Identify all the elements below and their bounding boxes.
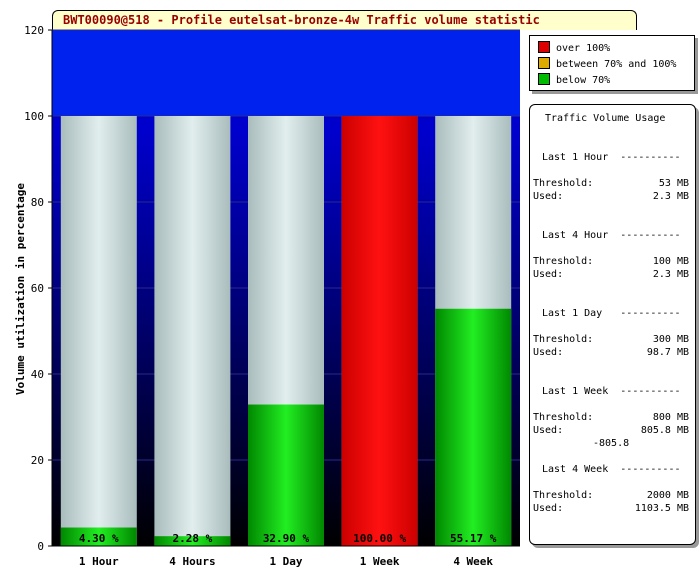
y-axis-label: Volume utilization in percentage [14,183,27,395]
threshold-row: Threshold: 53 MB [533,178,689,189]
usage-period-1-week: Last 1 Week ---------- Threshold: 800 MB … [530,386,695,449]
legend-item-over: over 100% [538,41,610,55]
bar-value-label: 2.28 % [173,532,213,545]
overuse-value: -805.8 [593,438,630,449]
usage-period-4-hour: Last 4 Hour ---------- Threshold: 100 MB … [530,230,695,290]
used-row: Used: 2.3 MB [533,269,689,280]
bar-value-label: 100.00 % [353,532,406,545]
x-tick-label: 4 Hours [169,555,215,568]
legend-swatch-yellow [538,57,550,69]
threshold-row: Threshold: 100 MB [533,256,689,267]
used-row: Used: 2.3 MB [533,191,689,202]
y-tick-label: 40 [31,368,44,381]
usage-bar [341,116,418,546]
bar-value-label: 55.17 % [450,532,497,545]
bar-value-label: 32.90 % [263,532,310,545]
usage-bar [60,527,137,546]
plot-top-band [52,30,520,116]
used-row: Used: 805.8 MB [533,425,689,436]
period-heading: Last 4 Week ---------- [542,464,681,475]
usage-period-1-day: Last 1 Day ---------- Threshold: 300 MB U… [530,308,695,368]
period-heading: Last 1 Week ---------- [542,386,681,397]
x-tick-label: 1 Hour [79,555,119,568]
y-tick-label: 60 [31,282,44,295]
used-row: Used: 1103.5 MB [533,503,689,514]
y-tick-label: 100 [24,110,44,123]
legend-label: between 70% and 100% [556,59,677,70]
usage-bar [435,308,512,546]
capacity-bar [154,116,231,546]
legend-label: over 100% [556,43,611,54]
x-tick-label: 4 Week [453,555,493,568]
period-heading: Last 4 Hour ---------- [542,230,681,241]
y-tick-label: 120 [24,24,44,37]
legend-swatch-red [538,41,550,53]
threshold-row: Threshold: 300 MB [533,334,689,345]
legend-swatch-green [538,73,550,85]
usage-period-1-hour: Last 1 Hour ---------- Threshold: 53 MB U… [530,152,695,212]
usage-bar [154,536,231,546]
capacity-bar [60,116,137,546]
y-tick-label: 0 [37,540,44,553]
legend-item-below: below 70% [538,73,610,87]
used-row: Used: 98.7 MB [533,347,689,358]
usage-bar [248,404,324,546]
period-heading: Last 1 Hour ---------- [542,152,681,163]
y-tick-label: 20 [31,454,44,467]
threshold-row: Threshold: 2000 MB [533,490,689,501]
y-tick-label: 80 [31,196,44,209]
period-heading: Last 1 Day ---------- [542,308,681,319]
threshold-row: Threshold: 800 MB [533,412,689,423]
bar-value-label: 4.30 % [79,532,119,545]
usage-period-4-week: Last 4 Week ---------- Threshold: 2000 MB… [530,464,695,524]
legend-item-between: between 70% and 100% [538,57,676,71]
chart-title: BWT00090@518 - Profile eutelsat-bronze-4… [52,10,637,30]
traffic-usage-panel: Traffic Volume Usage Last 1 Hour -------… [529,104,696,545]
legend-label: below 70% [556,75,611,86]
x-tick-label: 1 Week [360,555,400,568]
usage-panel-title: Traffic Volume Usage [545,113,666,124]
x-tick-label: 1 Day [269,555,302,568]
chart-legend: over 100% between 70% and 100% below 70% [529,35,695,91]
